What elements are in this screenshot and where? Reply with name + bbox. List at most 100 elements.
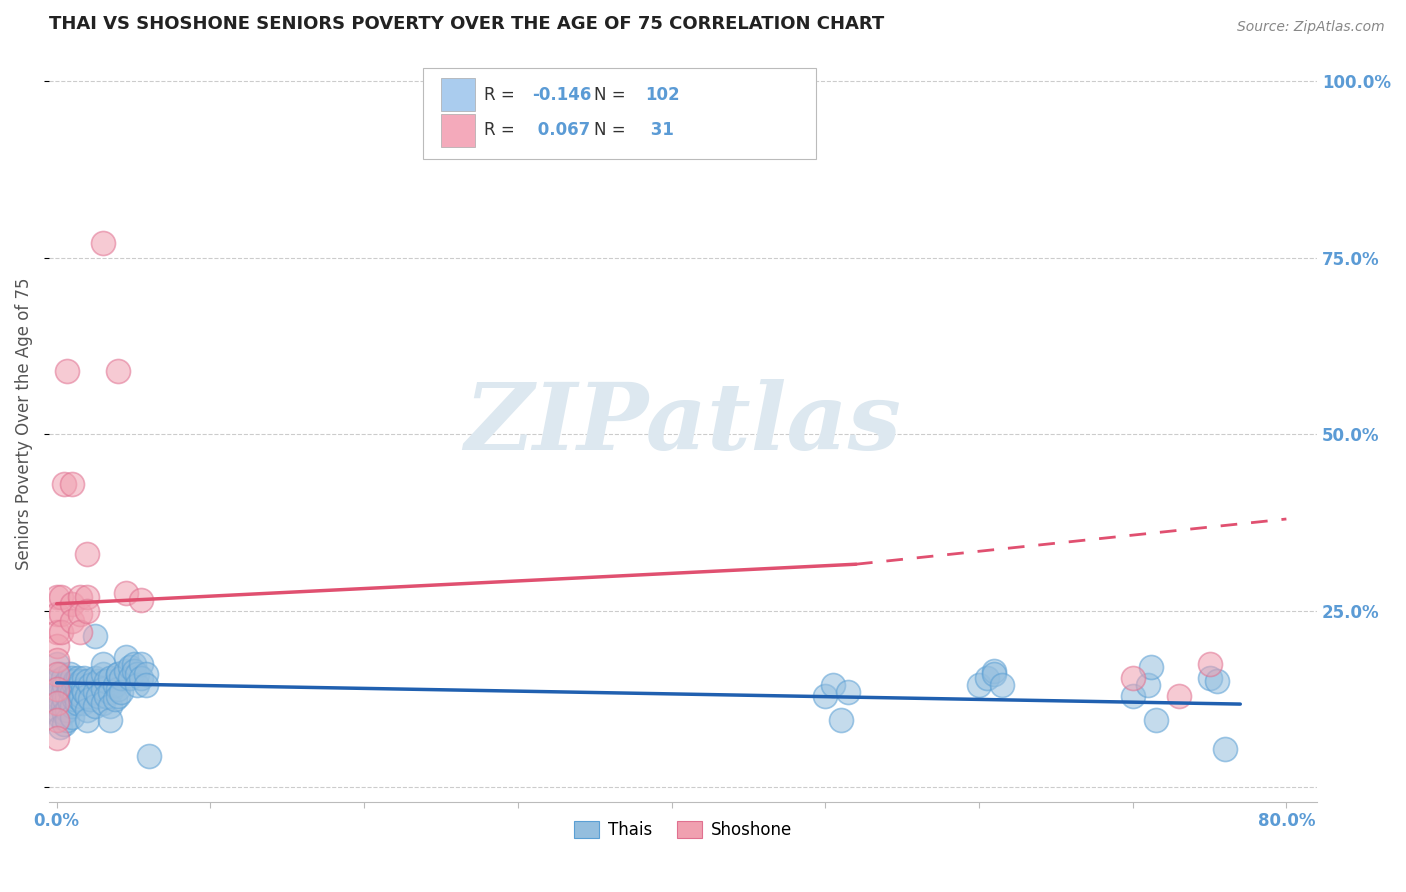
Point (59, 667, 82, 681)
Point (84, 671, 107, 685)
Point (56, 689, 79, 703)
Point (79, 678, 101, 692)
Point (72, 696, 94, 710)
Text: Source: ZipAtlas.com: Source: ZipAtlas.com (1237, 20, 1385, 34)
Point (129, 593, 152, 607)
Point (60, 615, 83, 629)
Point (814, 689, 837, 703)
Point (66, 681, 89, 696)
Point (69, 607, 91, 622)
Point (120, 660, 142, 674)
Point (56, 364, 79, 378)
Point (129, 671, 152, 685)
Point (48, 667, 70, 681)
Point (84, 685, 107, 699)
Text: THAI VS SHOSHONE SENIORS POVERTY OVER THE AGE OF 75 CORRELATION CHART: THAI VS SHOSHONE SENIORS POVERTY OVER TH… (49, 15, 884, 33)
Point (53, 706, 76, 721)
Point (72, 681, 94, 696)
Point (60, 476, 83, 491)
Point (45, 703, 67, 717)
Text: N =: N = (595, 121, 631, 139)
Point (48, 696, 70, 710)
Point (94, 689, 117, 703)
Point (76, 689, 98, 703)
Point (1206, 674, 1229, 689)
Point (73, 685, 96, 699)
Point (1198, 657, 1220, 671)
Point (56, 714, 79, 728)
Point (122, 657, 145, 671)
Point (51, 607, 73, 622)
Point (107, 689, 129, 703)
Point (104, 678, 127, 692)
Point (135, 678, 157, 692)
Point (107, 667, 129, 681)
Point (45, 657, 67, 671)
Point (67, 671, 90, 685)
Point (120, 671, 142, 685)
Point (62, 678, 84, 692)
Point (56, 674, 79, 689)
Point (983, 667, 1005, 681)
Point (135, 667, 157, 681)
Point (114, 649, 136, 664)
Point (76, 714, 98, 728)
Point (79, 692, 101, 706)
Point (100, 671, 122, 685)
Point (58, 681, 80, 696)
Point (84, 699, 107, 714)
Point (107, 681, 129, 696)
Text: R =: R = (484, 121, 520, 139)
Point (100, 685, 122, 699)
Point (91, 657, 114, 671)
Text: N =: N = (595, 86, 631, 103)
FancyBboxPatch shape (423, 69, 817, 159)
Point (125, 667, 148, 681)
Point (70, 674, 93, 689)
Point (967, 678, 990, 692)
Point (837, 685, 859, 699)
Point (87, 689, 110, 703)
Point (122, 664, 145, 678)
Text: -0.146: -0.146 (531, 86, 592, 103)
Point (1213, 741, 1236, 756)
Point (69, 678, 91, 692)
Point (107, 667, 129, 681)
Point (1144, 714, 1167, 728)
Point (104, 692, 127, 706)
Point (100, 714, 122, 728)
Point (51, 625, 73, 640)
Point (1122, 689, 1144, 703)
Point (976, 671, 998, 685)
Point (110, 671, 132, 685)
Point (125, 678, 148, 692)
Point (110, 685, 132, 699)
Point (138, 748, 160, 763)
Point (53, 678, 76, 692)
Point (1137, 678, 1160, 692)
FancyBboxPatch shape (441, 113, 475, 147)
Point (45, 714, 67, 728)
Point (45, 681, 67, 696)
Point (1198, 671, 1220, 685)
Point (84, 629, 107, 643)
Point (67, 685, 90, 699)
Point (48, 681, 70, 696)
Text: 102: 102 (645, 86, 679, 103)
Y-axis label: Seniors Poverty Over the Age of 75: Seniors Poverty Over the Age of 75 (15, 277, 32, 570)
Point (1140, 660, 1163, 674)
Point (53, 476, 76, 491)
Point (45, 590, 67, 604)
Text: ZIPatlas: ZIPatlas (464, 378, 901, 468)
Point (66, 696, 89, 710)
Point (1167, 689, 1189, 703)
Point (1122, 671, 1144, 685)
Point (48, 720, 70, 734)
Point (45, 639, 67, 653)
Point (76, 547, 98, 561)
Point (76, 590, 98, 604)
Point (830, 714, 852, 728)
Point (45, 653, 67, 667)
Point (53, 692, 76, 706)
Point (59, 696, 82, 710)
